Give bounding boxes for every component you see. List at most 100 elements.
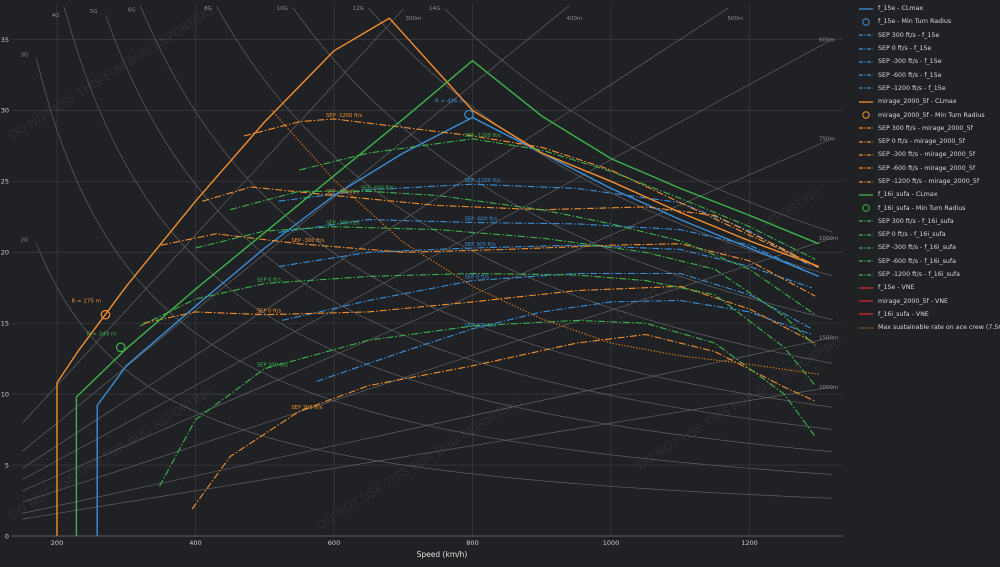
legend-swatch	[859, 313, 873, 316]
legend-label: f_15e - VNE	[878, 284, 915, 292]
watermark-text: DO NOT USE THIS FOR BUG REPORTING	[6, 384, 216, 523]
legend-item[interactable]: Max sustainable rate on ace crew (7.5G)	[858, 321, 1000, 334]
series-line	[278, 219, 813, 275]
legend-swatch	[859, 154, 873, 156]
series-line	[160, 233, 816, 297]
turn-radius-line	[22, 8, 404, 424]
legend-item[interactable]: SEP -1200 ft/s - f_16i_sufa	[858, 268, 1000, 281]
series-line	[281, 272, 813, 330]
y-tick-label: 0	[5, 532, 9, 540]
legend-label: f_15e - CLmax	[878, 5, 924, 13]
legend-swatch	[859, 194, 873, 196]
legend-label: mirage_2000_5f - Min Turn Radius	[878, 111, 985, 119]
y-tick-label: 30	[1, 107, 9, 115]
legend-item[interactable]: f_16i_sufa - VNE	[858, 308, 1000, 321]
legend-item[interactable]: SEP -300 ft/s - mirage_2000_5f	[858, 148, 1000, 161]
turn-radius-line	[22, 7, 729, 469]
legend-item[interactable]: SEP 300 ft/s - f_16i_sufa	[858, 215, 1000, 228]
legend-item[interactable]: SEP 300 ft/s - f_15e	[858, 29, 1000, 42]
legend-item[interactable]: f_16i_sufa - CLmax	[858, 188, 1000, 201]
legend-item[interactable]: SEP -1200 ft/s - mirage_2000_5f	[858, 175, 1000, 188]
series-line	[278, 183, 813, 267]
legend-swatch	[859, 234, 873, 236]
legend-label: SEP -300 ft/s - f_16i_sufa	[878, 244, 956, 252]
legend-item[interactable]: SEP -600 ft/s - f_15e	[858, 68, 1000, 81]
y-tick-label: 25	[1, 178, 9, 186]
load-factor-label: 5G	[90, 9, 98, 15]
turn-radius-line	[22, 237, 833, 503]
watermark-text: DO NOT USE THIS FOR BUG REPORTING	[6, 4, 216, 143]
legend-label: SEP 0 ft/s - f_15e	[878, 45, 932, 53]
load-factor-line	[444, 8, 833, 233]
legend-label: SEP -1200 ft/s - f_15e	[878, 84, 946, 92]
sep-curve-label: SEP -1200 ft/s	[326, 113, 363, 119]
legend-item[interactable]: SEP -600 ft/s - mirage_2000_5f	[858, 162, 1000, 175]
legend-item[interactable]: SEP -600 ft/s - f_16i_sufa	[858, 255, 1000, 268]
legend-label: f_16i_sufa - Min Turn Radius	[878, 204, 966, 212]
legend-swatch	[862, 111, 870, 119]
legend-item[interactable]: SEP 300 ft/s - mirage_2000_5f	[858, 122, 1000, 135]
legend-swatch	[862, 18, 870, 26]
series-line	[229, 190, 816, 316]
series-line	[159, 319, 816, 487]
legend-item[interactable]: f_15e - CLmax	[858, 2, 1000, 15]
legend-label: SEP 300 ft/s - f_15e	[878, 31, 940, 39]
x-tick-label: 200	[51, 539, 63, 547]
load-factor-label: 4G	[52, 13, 60, 19]
legend-label: SEP 300 ft/s - mirage_2000_5f	[878, 124, 973, 132]
legend-item[interactable]: mirage_2000_5f - VNE	[858, 295, 1000, 308]
turn-radius-line	[22, 386, 833, 520]
legend-label: SEP 0 ft/s - f_16i_sufa	[878, 231, 946, 239]
legend-swatch	[859, 287, 873, 289]
series-line	[75, 60, 820, 536]
legend-item[interactable]: f_15e - Min Turn Radius	[858, 15, 1000, 28]
legend-swatch	[859, 327, 873, 329]
series-line	[316, 299, 812, 382]
legend-item[interactable]: f_15e - VNE	[858, 281, 1000, 294]
turn-radius-label: 500m	[727, 16, 743, 22]
load-factor-line	[35, 243, 833, 499]
legend-item[interactable]: f_16i_sufa - Min Turn Radius	[858, 201, 1000, 214]
legend-item[interactable]: SEP 0 ft/s - f_16i_sufa	[858, 228, 1000, 241]
legend-label: SEP -600 ft/s - f_15e	[878, 71, 942, 79]
legend-item[interactable]: SEP -300 ft/s - f_16i_sufa	[858, 241, 1000, 254]
legend-item[interactable]: mirage_2000_5f - CLmax	[858, 95, 1000, 108]
turn-radius-label: 1500m	[819, 335, 838, 341]
legend-item[interactable]: SEP 0 ft/s - mirage_2000_5f	[858, 135, 1000, 148]
sep-curve-label: SEP -600 ft/s	[465, 216, 498, 222]
load-factor-label: 2G	[20, 238, 28, 244]
legend-swatch	[859, 167, 873, 169]
turn-guide-layer: 2G 3G 4G 5G 6G 8G 10G 12G 14G 300m 400m 500m 600m 750…	[20, 5, 838, 520]
load-factor-line	[63, 6, 833, 453]
load-factor-label: 3G	[20, 52, 28, 58]
x-tick-label: 600	[328, 539, 340, 547]
watermark-text: DO NOT USE THIS FOR BUG REPORTING	[634, 334, 844, 473]
series-line	[278, 244, 812, 289]
sep-curve-label: SEP 300 ft/s	[291, 405, 322, 411]
sep-curve-label: SEP 0 ft/s	[257, 309, 282, 315]
legend-label: f_16i_sufa - VNE	[878, 310, 929, 318]
legend-swatch	[859, 140, 873, 143]
legend-swatch	[859, 47, 873, 50]
legend-item[interactable]: SEP -1200 ft/s - f_15e	[858, 82, 1000, 95]
y-tick-label: 20	[1, 249, 9, 257]
legend-swatch	[859, 300, 873, 302]
turn-radius-line	[22, 336, 833, 514]
series-line	[271, 110, 819, 375]
x-tick-label: 1200	[741, 539, 758, 547]
series-line	[191, 333, 816, 510]
legend-swatch	[859, 247, 873, 249]
legend-swatch	[859, 220, 873, 223]
sep-curve-label: SEP 0 ft/s	[465, 275, 490, 281]
legend-item[interactable]: SEP 0 ft/s - f_15e	[858, 42, 1000, 55]
legend-item[interactable]: SEP -300 ft/s - f_15e	[858, 55, 1000, 68]
series-line	[195, 226, 816, 347]
load-factor-label: 14G	[429, 6, 440, 12]
legend-label: SEP -600 ft/s - mirage_2000_5f	[878, 164, 976, 172]
series-line	[143, 285, 816, 344]
sep-curve-label: SEP -1200 ft/s	[465, 178, 502, 184]
grid-layer	[12, 4, 843, 537]
legend-swatch	[859, 61, 873, 63]
legend-item[interactable]: mirage_2000_5f - Min Turn Radius	[858, 108, 1000, 121]
